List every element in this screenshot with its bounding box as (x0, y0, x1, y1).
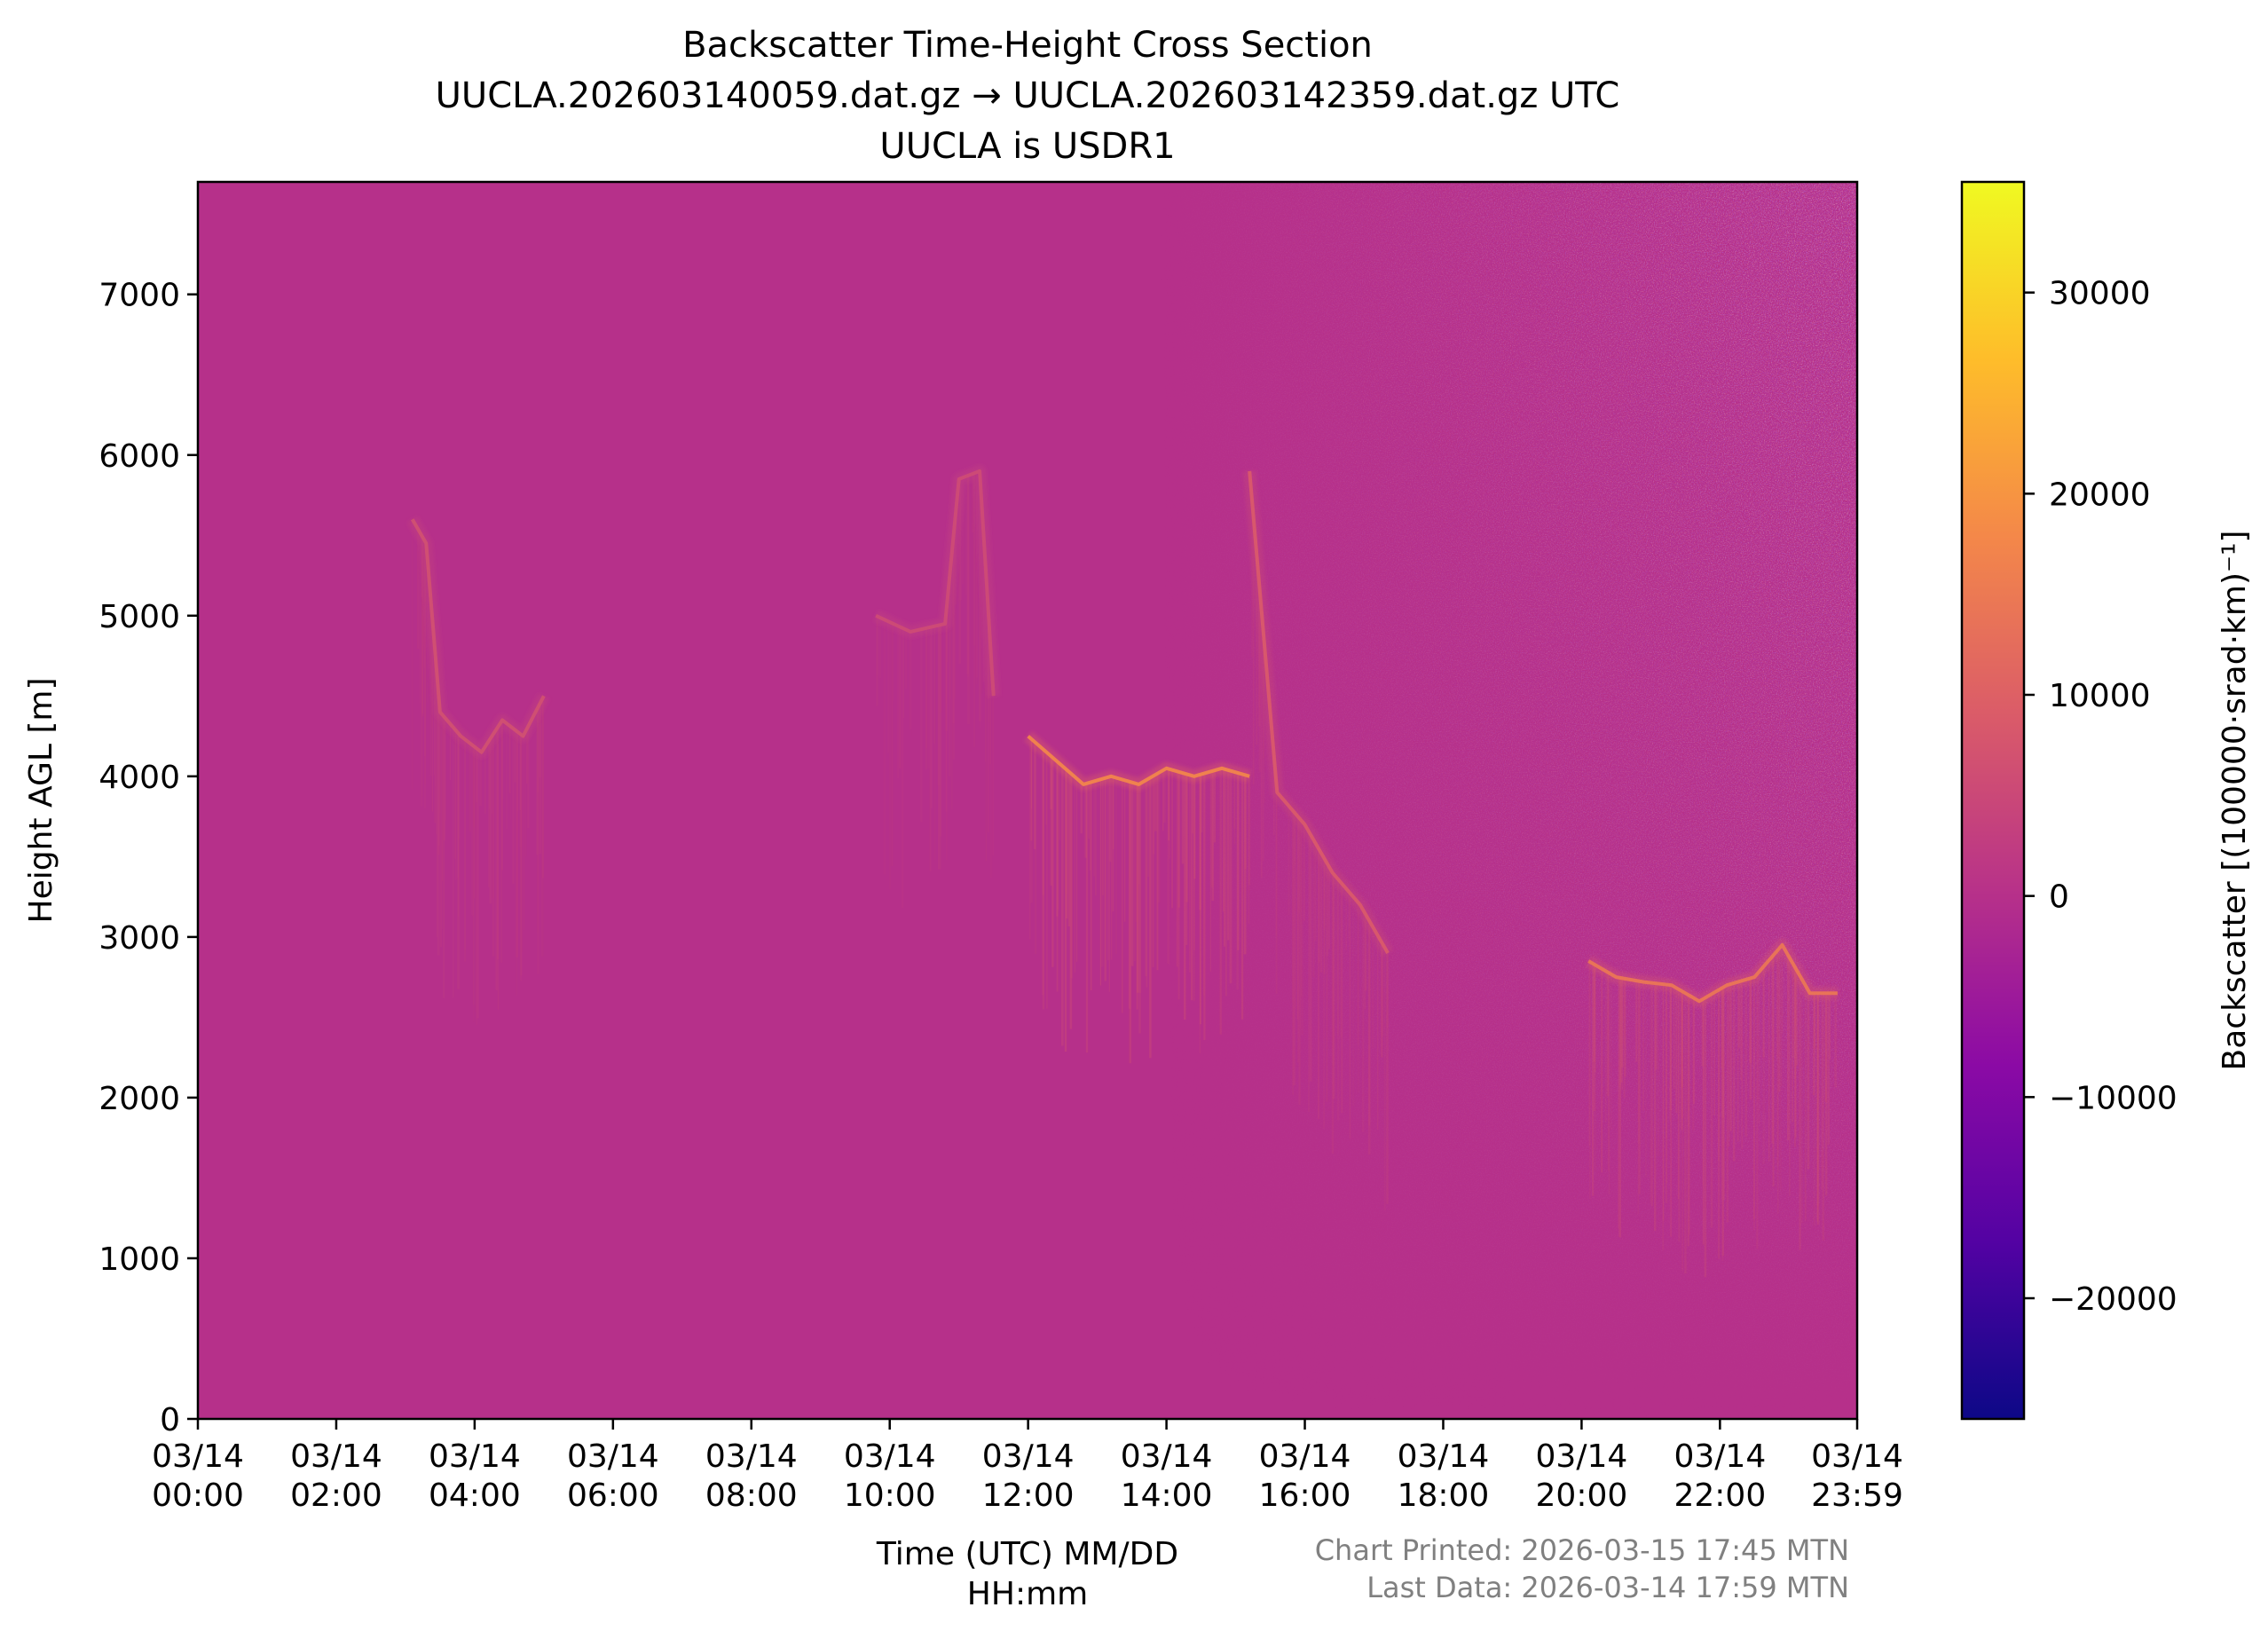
footnote-printed: Chart Printed: 2026-03-15 17:45 MTN (1315, 1533, 1849, 1567)
x-tick-label-date: 03/14 (844, 1438, 936, 1475)
y-tick-label: 0 (160, 1402, 180, 1438)
y-tick-label: 3000 (98, 920, 180, 957)
x-tick-label-time: 06:00 (567, 1477, 659, 1514)
y-axis-label: Height AGL [m] (23, 678, 59, 924)
x-tick-label-time: 08:00 (705, 1477, 798, 1514)
noise-light (198, 182, 1857, 1419)
cloud-layers (406, 464, 1838, 1008)
x-tick-label-time: 00:00 (152, 1477, 244, 1514)
x-axis-label-line1: Time (UTC) MM/DD (876, 1536, 1178, 1572)
x-tick-label-date: 03/14 (1536, 1438, 1628, 1475)
x-tick-label-time: 10:00 (844, 1477, 936, 1514)
y-tick-label: 5000 (98, 599, 180, 635)
x-tick-label-date: 03/14 (1398, 1438, 1490, 1475)
x-tick-label-time: 16:00 (1259, 1477, 1351, 1514)
chart-title: Backscatter Time-Height Cross Section (682, 25, 1373, 66)
x-tick-label-time: 12:00 (982, 1477, 1075, 1514)
x-tick-label-date: 03/14 (705, 1438, 798, 1475)
plot-area (198, 182, 1857, 1419)
x-tick-label-date: 03/14 (567, 1438, 659, 1475)
layer-mid-morning (875, 469, 996, 697)
x-tick-label-date: 03/14 (1121, 1438, 1213, 1475)
colorbar-tick-label: −20000 (2049, 1281, 2177, 1318)
layer-2700m (1587, 942, 1838, 1004)
x-tick-label-time: 20:00 (1536, 1477, 1628, 1514)
x-tick-label-time: 04:00 (429, 1477, 521, 1514)
x-tick-label-time: 22:00 (1673, 1477, 1766, 1514)
colorbar-tick-label: 0 (2049, 879, 2069, 916)
chart-subtitle-station: UUCLA is USDR1 (879, 126, 1175, 167)
x-tick-label-date: 03/14 (152, 1438, 244, 1475)
y-tick-label: 6000 (98, 438, 180, 475)
colorbar-tick-label: 30000 (2049, 276, 2151, 312)
x-axis: 03/1400:0003/1402:0003/1404:0003/1406:00… (152, 1419, 1903, 1514)
colorbar (1962, 182, 2024, 1419)
x-tick-label-date: 03/14 (1811, 1438, 1903, 1475)
colorbar-tick-label: −10000 (2049, 1080, 2177, 1116)
layer-upper-early (410, 518, 546, 754)
precipitation-streaks (411, 472, 1837, 1278)
x-tick-label-date: 03/14 (982, 1438, 1075, 1475)
y-axis: 0 1000 2000 3000 4000 5000 6000 7000 (98, 278, 198, 1438)
colorbar-tick-label: 20000 (2049, 477, 2151, 513)
y-tick-label: 1000 (98, 1241, 180, 1278)
x-tick-label-time: 14:00 (1121, 1477, 1213, 1514)
layer-4000m (1027, 735, 1250, 786)
colorbar-label: Backscatter [(100000·srad·km)⁻¹] (2217, 531, 2253, 1071)
x-tick-label-date: 03/14 (1673, 1438, 1766, 1475)
x-tick-label-time: 23:59 (1811, 1477, 1903, 1514)
y-tick-label: 2000 (98, 1081, 180, 1117)
x-tick-label-time: 02:00 (290, 1477, 382, 1514)
x-tick-label-time: 18:00 (1398, 1477, 1490, 1514)
colorbar-ticks: −20000 −10000 0 10000 20000 30000 (2024, 276, 2177, 1318)
layer-descending (1248, 470, 1390, 954)
footnote-last-data: Last Data: 2026-03-14 17:59 MTN (1366, 1571, 1849, 1604)
x-axis-label-line2: HH:mm (967, 1576, 1088, 1612)
colorbar-tick-label: 10000 (2049, 678, 2151, 714)
y-tick-label: 4000 (98, 760, 180, 796)
chart-subtitle-files: UUCLA.202603140059.dat.gz → UUCLA.202603… (436, 75, 1620, 116)
x-tick-label-date: 03/14 (1259, 1438, 1351, 1475)
colorbar-frame (1960, 180, 2026, 1421)
x-tick-label-date: 03/14 (290, 1438, 382, 1475)
x-tick-label-date: 03/14 (429, 1438, 521, 1475)
y-tick-label: 7000 (98, 278, 180, 314)
